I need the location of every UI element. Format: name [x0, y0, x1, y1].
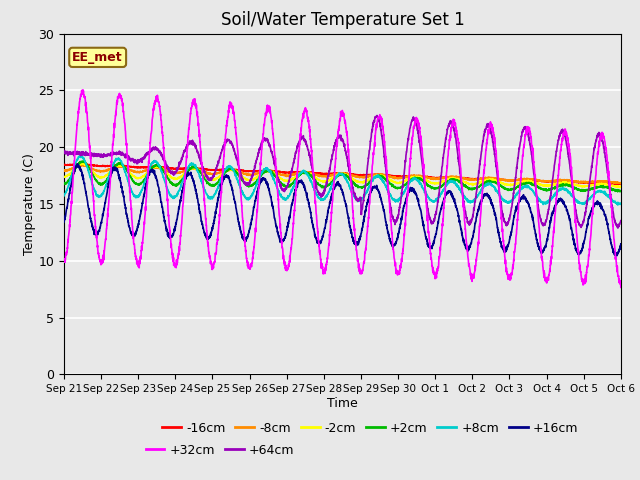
Legend: +32cm, +64cm: +32cm, +64cm — [141, 439, 299, 462]
Y-axis label: Temperature (C): Temperature (C) — [22, 153, 36, 255]
Text: EE_met: EE_met — [72, 51, 123, 64]
Title: Soil/Water Temperature Set 1: Soil/Water Temperature Set 1 — [221, 11, 464, 29]
X-axis label: Time: Time — [327, 397, 358, 410]
